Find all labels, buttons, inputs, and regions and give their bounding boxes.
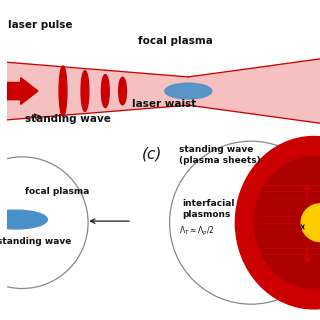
Circle shape: [0, 157, 88, 289]
Ellipse shape: [0, 210, 47, 229]
Text: standing wave: standing wave: [179, 145, 253, 154]
Ellipse shape: [236, 137, 320, 309]
Ellipse shape: [81, 71, 89, 111]
Polygon shape: [0, 60, 188, 122]
Ellipse shape: [119, 77, 126, 105]
Text: standing wave: standing wave: [0, 237, 72, 246]
Text: focal plasma: focal plasma: [25, 187, 90, 196]
Text: (plasma sheets): (plasma sheets): [179, 156, 261, 164]
Text: laser pulse: laser pulse: [8, 20, 73, 30]
Circle shape: [301, 204, 320, 242]
Text: focal plasma: focal plasma: [138, 36, 213, 46]
Text: interfacial: interfacial: [182, 199, 235, 208]
Circle shape: [170, 141, 320, 304]
Ellipse shape: [254, 157, 320, 289]
Text: laser waist: laser waist: [132, 99, 196, 108]
Ellipse shape: [165, 83, 212, 99]
Ellipse shape: [59, 66, 67, 116]
Text: $\Lambda_T \approx \Lambda_p /2$: $\Lambda_T \approx \Lambda_p /2$: [179, 225, 214, 238]
Text: standing wave: standing wave: [25, 114, 111, 124]
FancyArrow shape: [0, 78, 38, 104]
Polygon shape: [188, 50, 320, 132]
Text: (c): (c): [141, 146, 162, 161]
Ellipse shape: [101, 75, 109, 108]
Text: plasmons: plasmons: [182, 210, 230, 219]
